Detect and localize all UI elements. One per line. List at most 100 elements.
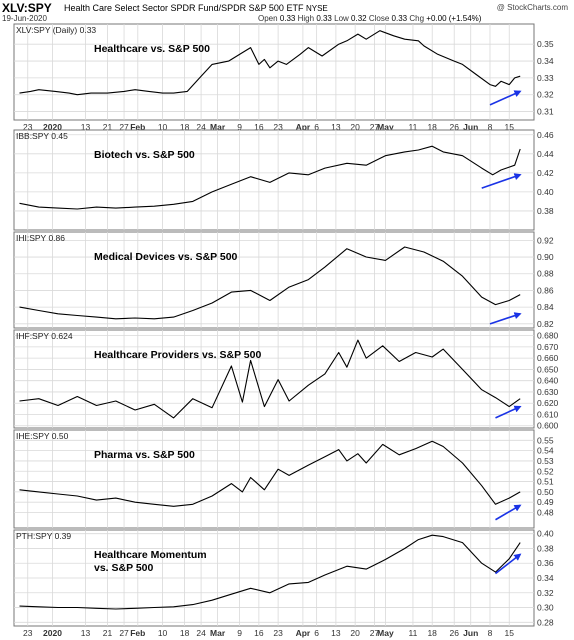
x-tick-label: 18: [180, 628, 190, 638]
y-tick-label: 0.88: [537, 269, 554, 279]
chg-label: Chg: [409, 14, 425, 23]
x-tick-label: 13: [331, 628, 341, 638]
series-line: [19, 339, 521, 419]
x-tick-label: 23: [23, 628, 33, 638]
x-tick-label-upper: 16: [254, 122, 264, 132]
x-tick-label: 13: [81, 628, 91, 638]
panel-title: Pharma vs. S&P 500: [94, 449, 195, 461]
series-legend: IHF:SPY 0.624: [16, 331, 73, 341]
panel-frame: [13, 23, 535, 121]
y-tick-label: 0.38: [537, 543, 554, 553]
panel-title: Healthcare vs. S&P 500: [94, 43, 210, 55]
x-tick-label: 18: [427, 628, 437, 638]
x-tick-label: Apr: [296, 628, 311, 638]
x-tick-label-upper: 6: [314, 122, 319, 132]
open-label: Open: [258, 14, 278, 23]
x-tick-label: May: [377, 628, 394, 638]
x-tick-label-upper: Jun: [463, 122, 478, 132]
y-tick-label: 0.28: [537, 617, 554, 627]
x-tick-label-upper: 26: [449, 122, 459, 132]
y-tick-label: 0.620: [537, 398, 559, 408]
x-tick-label: 16: [254, 628, 264, 638]
y-tick-label: 0.38: [537, 206, 554, 216]
trend-arrow: [489, 312, 522, 325]
x-tick-label-upper: 21: [103, 122, 113, 132]
y-tick-label: 0.49: [537, 497, 554, 507]
x-tick-label-upper: May: [377, 122, 394, 132]
y-tick-label: 0.32: [537, 90, 554, 100]
x-tick-label-upper: 23: [23, 122, 33, 132]
y-tick-label: 0.660: [537, 353, 559, 363]
series-legend: IHE:SPY 0.50: [16, 431, 69, 441]
stockcharts-watermark: @ StockCharts.com: [496, 3, 568, 12]
panel-title: Healthcare Momentum: [94, 549, 207, 561]
y-tick-label: 0.55: [537, 435, 554, 445]
y-tick-label: 0.34: [537, 56, 554, 66]
series-line: [19, 145, 521, 210]
x-tick-label-upper: Apr: [296, 122, 311, 132]
chart-date: 19-Jun-2020: [2, 14, 47, 23]
x-tick-label-upper: 18: [427, 122, 437, 132]
ohlc-readout: Open 0.33 High 0.33 Low 0.32 Close 0.33 …: [258, 14, 481, 23]
low-value: 0.32: [351, 14, 367, 23]
security-name: Health Care Select Sector SPDR Fund/SPDR…: [64, 3, 328, 13]
x-tick-label-upper: Mar: [210, 122, 226, 132]
high-label: High: [297, 14, 315, 23]
close-value: 0.33: [391, 14, 408, 23]
y-tick-label: 0.31: [537, 107, 554, 117]
trend-arrow: [494, 553, 522, 575]
trend-arrow: [495, 504, 522, 521]
y-tick-label: 0.52: [537, 466, 554, 476]
x-tick-label: 2020: [43, 628, 62, 638]
x-tick-label-upper: 23: [273, 122, 283, 132]
y-tick-label: 0.90: [537, 252, 554, 262]
y-tick-label: 0.86: [537, 285, 554, 295]
y-tick-label: 0.53: [537, 456, 554, 466]
y-tick-label: 0.84: [537, 302, 554, 312]
x-tick-label: 10: [158, 628, 168, 638]
x-tick-label: 15: [505, 628, 515, 638]
y-tick-label: 0.44: [537, 149, 554, 159]
y-tick-label: 0.680: [537, 331, 559, 341]
panel-title: Biotech vs. S&P 500: [94, 149, 195, 161]
y-tick-label: 0.40: [537, 187, 554, 197]
x-tick-label-upper: 2020: [43, 122, 62, 132]
y-tick-label: 0.92: [537, 235, 554, 245]
panel-frame: [13, 429, 535, 529]
y-tick-label: 0.670: [537, 342, 559, 352]
trend-arrow: [495, 405, 522, 419]
x-tick-label: 11: [409, 628, 418, 638]
y-tick-label: 0.650: [537, 364, 559, 374]
open-value: 0.33: [279, 14, 296, 23]
close-label: Close: [368, 14, 390, 23]
y-tick-label: 0.610: [537, 409, 559, 419]
panel-title: Medical Devices vs. S&P 500: [94, 251, 238, 263]
series-line: [19, 440, 521, 507]
panel-title: Healthcare Providers vs. S&P 500: [94, 349, 261, 361]
y-tick-label: 0.32: [537, 588, 554, 598]
x-tick-label: 6: [314, 628, 319, 638]
x-tick-label: Mar: [210, 628, 226, 638]
y-tick-label: 0.35: [537, 39, 554, 49]
panel-title-line2: vs. S&P 500: [94, 562, 154, 574]
panel-frame: [13, 231, 535, 329]
x-tick-label: 20: [350, 628, 360, 638]
y-tick-label: 0.640: [537, 376, 559, 386]
y-tick-label: 0.82: [537, 319, 554, 329]
y-tick-label: 0.42: [537, 168, 554, 178]
x-tick-label: 27: [119, 628, 129, 638]
x-tick-label: 8: [488, 628, 493, 638]
low-label: Low: [334, 14, 349, 23]
x-tick-label-upper: 8: [488, 122, 493, 132]
panel-frame: [13, 329, 535, 429]
y-tick-label: 0.600: [537, 421, 559, 431]
y-tick-label: 0.34: [537, 573, 554, 583]
x-tick-label-upper: 10: [158, 122, 168, 132]
x-tick-label: 9: [237, 628, 242, 638]
series-line: [19, 534, 521, 610]
chg-value: +0.00 (+1.54%): [426, 14, 482, 23]
series-line: [19, 30, 521, 96]
x-tick-label: Feb: [130, 628, 145, 638]
y-tick-label: 0.33: [537, 73, 554, 83]
